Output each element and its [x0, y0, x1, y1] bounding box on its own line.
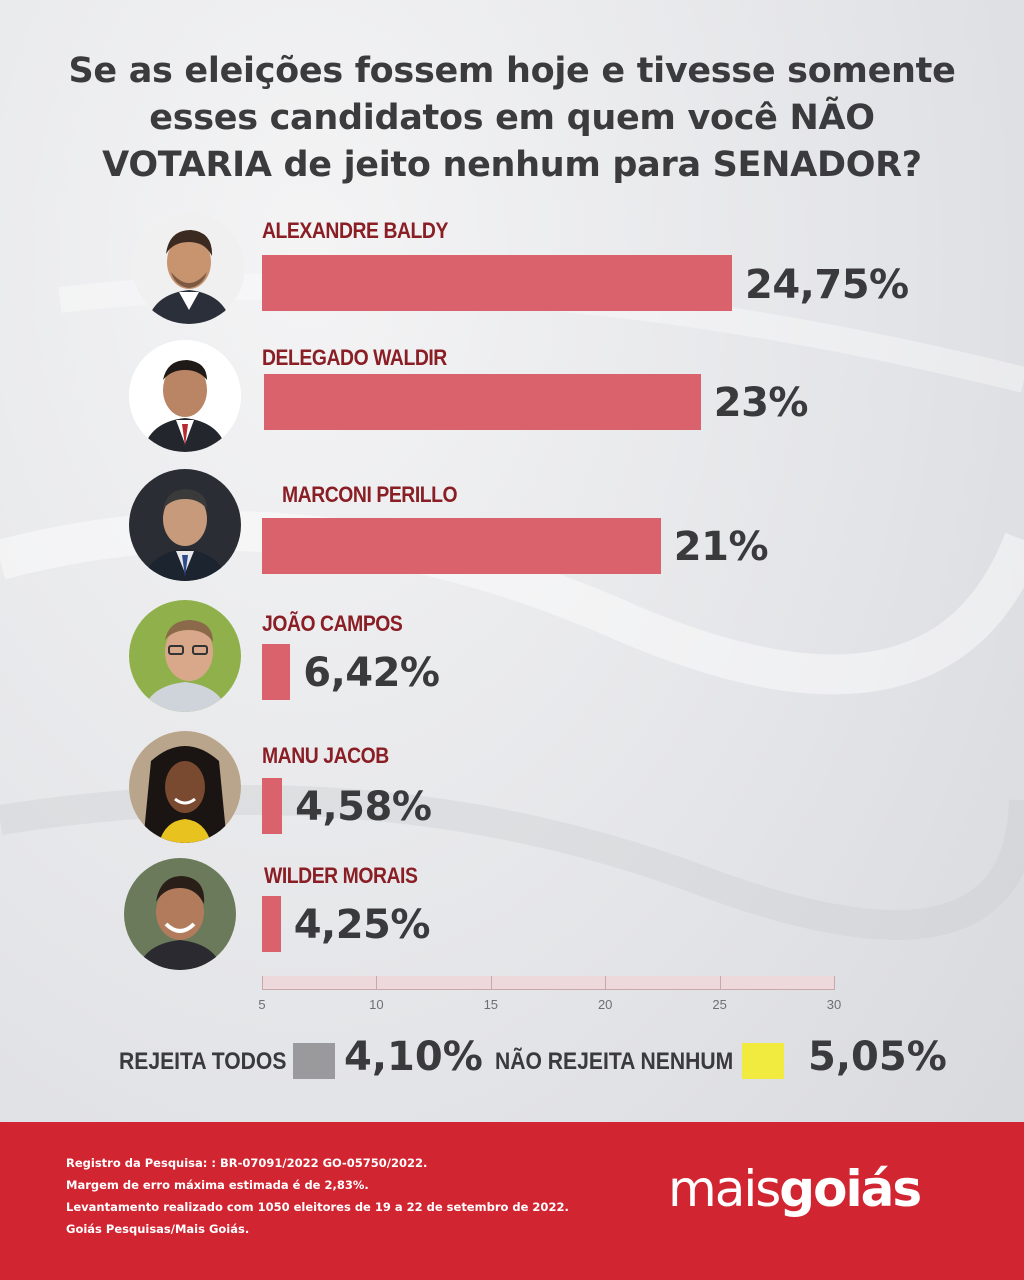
candidate-photo-waldir [129, 340, 241, 452]
bar-manu-jacob [262, 778, 283, 834]
legend-nao-rejeita-nenhum-value: 5,05% [808, 1034, 947, 1080]
footer-note: Goiás Pesquisas/Mais Goiás. [66, 1222, 250, 1236]
title-line: esses candidatos em quem você NÃO [149, 98, 875, 138]
x-axis-tick-label: 30 [826, 997, 842, 1012]
bar-wilder-morais [262, 896, 281, 952]
candidate-name: DELEGADO WALDIR [262, 345, 447, 370]
legend-nao-rejeita-nenhum-swatch [742, 1043, 784, 1079]
value-label: 21% [673, 524, 769, 570]
candidate-name: MARCONI PERILLO [282, 482, 458, 507]
x-axis-track [262, 976, 834, 990]
legend-rejeita-todos-value: 4,10% [344, 1034, 483, 1080]
candidate-name: WILDER MORAIS [264, 863, 418, 888]
brand-logo: maisgoiás [668, 1160, 922, 1218]
value-label: 23% [713, 380, 809, 426]
candidate-photo-jacob [129, 731, 241, 843]
x-axis-tick-label: 20 [597, 997, 613, 1012]
candidate-name: MANU JACOB [262, 743, 389, 768]
footer-note: Margem de erro máxima estimada é de 2,83… [66, 1178, 369, 1192]
title-line: VOTARIA de jeito nenhum para SENADOR? [102, 145, 922, 185]
footer-note: Registro da Pesquisa: : BR-07091/2022 GO… [66, 1156, 428, 1170]
bar-delegado-waldir [264, 374, 701, 430]
title-line: Se as eleições fossem hoje e tivesse som… [68, 51, 956, 91]
x-axis-tick [262, 976, 263, 990]
footer: Registro da Pesquisa: : BR-07091/2022 GO… [0, 1122, 1024, 1280]
x-axis-tick [719, 976, 721, 990]
bar-joao-campos [262, 644, 291, 700]
bar-marconi-perillo [262, 518, 661, 574]
x-axis-tick [376, 976, 378, 990]
value-label: 24,75% [745, 262, 909, 308]
brand-logo-part1: mais [668, 1160, 781, 1218]
chart-title: Se as eleições fossem hoje e tivesse som… [40, 48, 984, 189]
x-axis-tick [834, 976, 835, 990]
candidate-photo-perillo [129, 469, 241, 581]
candidate-name: ALEXANDRE BALDY [262, 218, 448, 243]
x-axis-line [262, 989, 834, 990]
candidate-photo-campos [129, 600, 241, 712]
legend-rejeita-todos-swatch [293, 1043, 335, 1079]
footer-note: Levantamento realizado com 1050 eleitore… [66, 1200, 569, 1214]
legend-rejeita-todos-label: REJEITA TODOS [119, 1048, 287, 1075]
candidate-photo-baldy [133, 212, 245, 324]
candidate-name: JOÃO CAMPOS [262, 611, 403, 636]
x-axis-tick [605, 976, 607, 990]
x-axis-tick [490, 976, 492, 990]
candidate-photo-morais [124, 858, 236, 970]
footer-notes: Registro da Pesquisa: : BR-07091/2022 GO… [66, 1152, 569, 1240]
value-label: 4,58% [295, 784, 432, 830]
x-axis-tick-label: 15 [483, 997, 499, 1012]
legend-nao-rejeita-nenhum-label: NÃO REJEITA NENHUM [495, 1048, 734, 1075]
value-label: 4,25% [293, 902, 431, 948]
x-axis-tick-label: 5 [258, 997, 266, 1012]
x-axis-tick-label: 25 [712, 997, 727, 1012]
bar-alexandre-baldy [262, 255, 732, 311]
value-label: 6,42% [303, 650, 440, 696]
x-axis-tick-label: 10 [369, 997, 384, 1012]
brand-logo-part2: goiás [779, 1160, 922, 1218]
